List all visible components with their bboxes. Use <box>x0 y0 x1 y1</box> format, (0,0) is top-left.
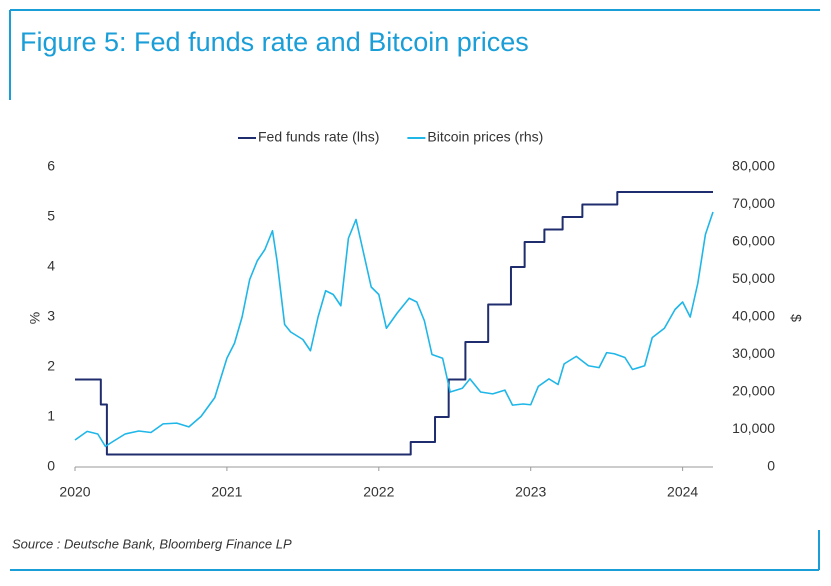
series-line <box>74 211 714 448</box>
chart-title: Figure 5: Fed funds rate and Bitcoin pri… <box>20 27 529 57</box>
x-tick-label: 2022 <box>363 484 394 500</box>
y-tick-label: 1 <box>47 408 55 424</box>
x-tick-label: 2024 <box>667 484 698 500</box>
y-tick-label: 3 <box>47 308 55 324</box>
legend-label: Bitcoin prices (rhs) <box>427 129 543 145</box>
source: Source : Deutsche Bank, Bloomberg Financ… <box>12 536 292 551</box>
x-tick-label: 2021 <box>211 484 242 500</box>
legend-label: Fed funds rate (lhs) <box>258 129 379 145</box>
y2-axis-label: $ <box>788 314 804 322</box>
y2-tick-label: 50,000 <box>732 270 775 286</box>
y2-tick-label: 80,000 <box>732 158 775 174</box>
y2-tick-label: 10,000 <box>732 420 775 436</box>
y-tick-label: 5 <box>47 208 55 224</box>
y-tick-label: 6 <box>47 158 55 174</box>
y-tick-label: 0 <box>47 458 55 474</box>
y2-tick-label: 40,000 <box>732 308 775 324</box>
series-line <box>75 191 713 456</box>
y2-tick-label: 0 <box>767 458 775 474</box>
y-tick-label: 4 <box>47 258 55 274</box>
y-axis-label: % <box>27 312 43 324</box>
y2-tick-label: 20,000 <box>732 383 775 399</box>
x-tick-label: 2023 <box>515 484 546 500</box>
y2-tick-label: 30,000 <box>732 345 775 361</box>
y2-tick-label: 70,000 <box>732 195 775 211</box>
y-tick-label: 2 <box>47 358 55 374</box>
y2-tick-label: 60,000 <box>732 233 775 249</box>
x-tick-label: 2020 <box>59 484 90 500</box>
